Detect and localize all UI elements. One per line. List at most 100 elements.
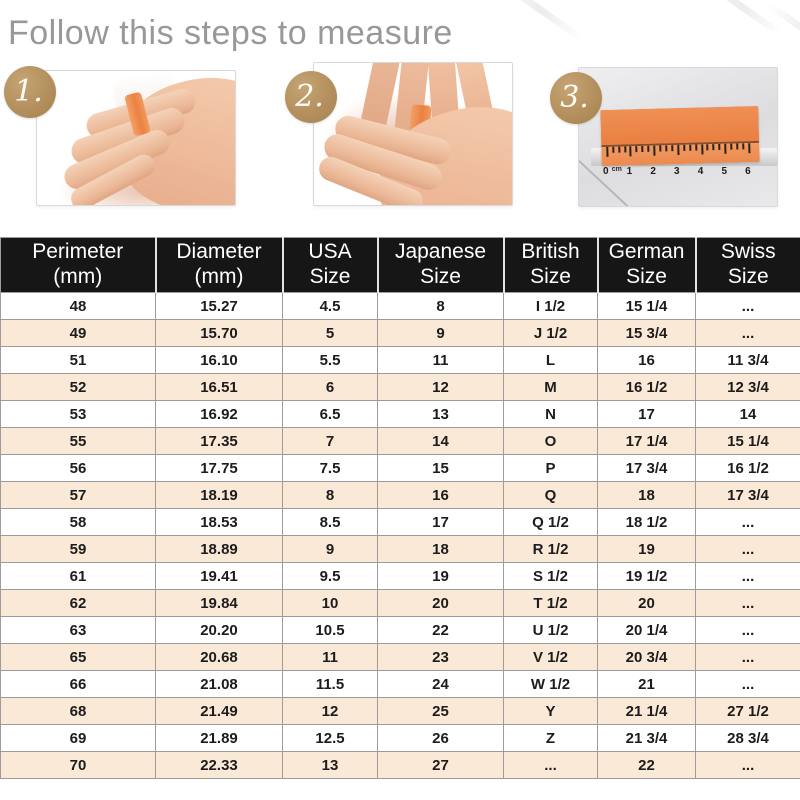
table-cell: 9 xyxy=(282,535,378,563)
table-cell: 12 xyxy=(282,697,378,725)
table-cell: P xyxy=(503,454,598,482)
table-cell: 24 xyxy=(377,670,504,698)
table-cell: 14 xyxy=(695,400,800,428)
table-row: 52 16.51 6 12 M 16 1/2 12 3/4 xyxy=(0,373,800,401)
ruler-numbers: 0 1 2 3 4 5 6 cm xyxy=(601,166,759,180)
table-cell: 20 1/4 xyxy=(597,616,696,644)
table-cell: 51 xyxy=(0,346,156,374)
table-cell: 17 3/4 xyxy=(695,481,800,509)
table-cell: 28 3/4 xyxy=(695,724,800,752)
column-header: British Size xyxy=(502,237,598,293)
table-cell: 53 xyxy=(0,400,156,428)
table-cell: 19.84 xyxy=(155,589,283,617)
table-cell: 17 xyxy=(597,400,696,428)
table-cell: 6.5 xyxy=(282,400,378,428)
column-header: German Size xyxy=(596,237,696,293)
table-cell: ... xyxy=(695,616,800,644)
step-1-badge: 1. xyxy=(4,66,56,118)
table-cell: 23 xyxy=(377,643,504,671)
table-cell: 10.5 xyxy=(282,616,378,644)
column-header: USA Size xyxy=(281,237,378,293)
table-cell: 19.41 xyxy=(155,562,283,590)
table-cell: 21 1/4 xyxy=(597,697,696,725)
table-cell: L xyxy=(503,346,598,374)
table-cell: 18.89 xyxy=(155,535,283,563)
table-cell: 20 xyxy=(377,589,504,617)
column-header: Swiss Size xyxy=(694,237,800,293)
table-cell: 11 xyxy=(377,346,504,374)
column-header: Perimeter (mm) xyxy=(0,237,156,293)
table-cell: 49 xyxy=(0,319,156,347)
table-cell: 9.5 xyxy=(282,562,378,590)
table-cell: 66 xyxy=(0,670,156,698)
table-cell: V 1/2 xyxy=(503,643,598,671)
table-cell: 16 1/2 xyxy=(695,454,800,482)
table-cell: 48 xyxy=(0,292,156,320)
table-cell: ... xyxy=(503,751,598,779)
table-cell: 57 xyxy=(0,481,156,509)
ruler-number: 1 xyxy=(626,166,633,177)
table-cell: 18.53 xyxy=(155,508,283,536)
table-cell: 11 xyxy=(282,643,378,671)
table-cell: 59 xyxy=(0,535,156,563)
table-cell: 21.49 xyxy=(155,697,283,725)
step-3-number: 3. xyxy=(560,80,589,115)
table-cell: 21.89 xyxy=(155,724,283,752)
hand-illustration xyxy=(37,71,235,205)
table-cell: 19 xyxy=(597,535,696,563)
table-row: 58 18.53 8.5 17 Q 1/2 18 1/2... xyxy=(0,508,800,536)
table-cell: 15 1/4 xyxy=(597,292,696,320)
step-1-number: 1. xyxy=(14,74,43,109)
table-cell: J 1/2 xyxy=(503,319,598,347)
table-cell: 52 xyxy=(0,373,156,401)
watermark-streak xyxy=(767,1,800,66)
table-cell: 18.19 xyxy=(155,481,283,509)
table-row: 56 17.75 7.5 15 P 17 3/4 16 1/2 xyxy=(0,454,800,482)
table-cell: N xyxy=(503,400,598,428)
table-cell: M xyxy=(503,373,598,401)
ruler-unit-label: cm xyxy=(611,166,622,173)
table-cell: 19 1/2 xyxy=(597,562,696,590)
table-cell: ... xyxy=(695,319,800,347)
ruler-number: 3 xyxy=(674,166,680,177)
watermark-streak xyxy=(697,0,783,38)
table-row: 55 17.35 7 14 O 17 1/4 15 1/4 xyxy=(0,427,800,455)
table-cell: 26 xyxy=(377,724,504,752)
table-row: 70 22.33 13 27... 22... xyxy=(0,751,800,779)
table-cell: 18 xyxy=(597,481,696,509)
table-cell: 21 xyxy=(597,670,696,698)
table-row: 59 18.89 9 18 R 1/2 19... xyxy=(0,535,800,563)
table-cell: 4.5 xyxy=(282,292,378,320)
step-3-badge: 3. xyxy=(550,72,602,124)
table-cell: ... xyxy=(695,562,800,590)
step-2-badge: 2. xyxy=(285,71,337,123)
table-cell: 16.10 xyxy=(155,346,283,374)
table-cell: 18 xyxy=(377,535,504,563)
table-cell: 15 1/4 xyxy=(695,427,800,455)
table-row: 62 19.84 10 20 T 1/2 20... xyxy=(0,589,800,617)
table-cell: 20.20 xyxy=(155,616,283,644)
table-cell: 17.35 xyxy=(155,427,283,455)
table-cell: Z xyxy=(503,724,598,752)
table-cell: Q xyxy=(503,481,598,509)
table-cell: 22 xyxy=(597,751,696,779)
table-cell: S 1/2 xyxy=(503,562,598,590)
table-cell: 11 3/4 xyxy=(695,346,800,374)
table-cell: 21.08 xyxy=(155,670,283,698)
table-cell: 27 xyxy=(377,751,504,779)
table-cell: 27 1/2 xyxy=(695,697,800,725)
table-cell: 15.27 xyxy=(155,292,283,320)
table-row: 48 15.27 4.5 8 I 1/2 15 1/4... xyxy=(0,292,800,320)
table-row: 49 15.70 5 9 J 1/2 15 3/4... xyxy=(0,319,800,347)
table-cell: 11.5 xyxy=(282,670,378,698)
ruler-number: 5 xyxy=(721,166,728,177)
step-2-number: 2. xyxy=(295,79,324,114)
table-cell: 22 xyxy=(377,616,504,644)
table-cell: 69 xyxy=(0,724,156,752)
table-cell: T 1/2 xyxy=(503,589,598,617)
table-cell: 5.5 xyxy=(282,346,378,374)
table-cell: ... xyxy=(695,751,800,779)
ruler-number: 2 xyxy=(650,166,656,177)
table-row: 68 21.49 12 25 Y 21 1/4 27 1/2 xyxy=(0,697,800,725)
table-cell: 22.33 xyxy=(155,751,283,779)
